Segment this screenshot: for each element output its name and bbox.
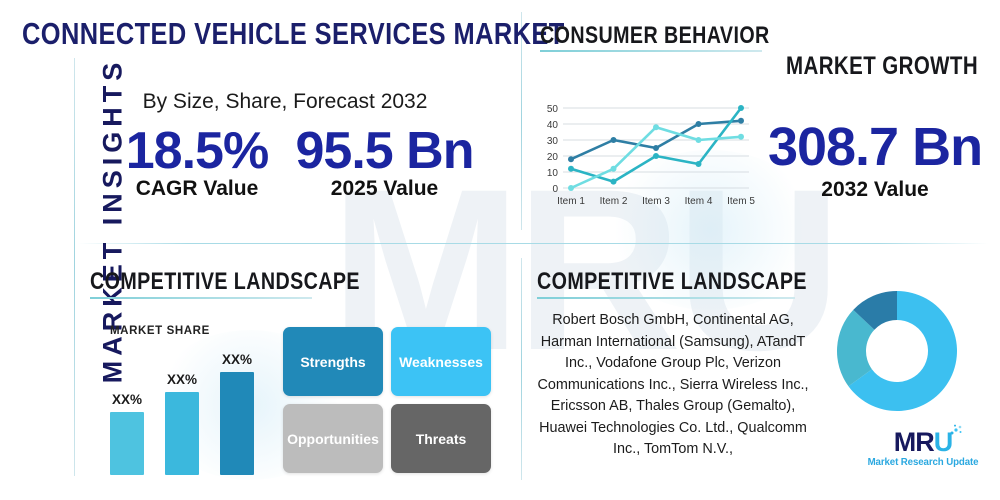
bar-item: XX% <box>165 372 199 475</box>
swot-matrix: Strengths Weaknesses Opportunities Threats <box>283 327 491 473</box>
svg-text:20: 20 <box>547 152 559 163</box>
competitive-left-underline <box>90 297 312 299</box>
svg-text:0: 0 <box>552 184 558 195</box>
kpi-subtitle: By Size, Share, Forecast 2032 <box>142 90 428 113</box>
svg-text:40: 40 <box>547 120 559 131</box>
swot-box-opportunities[interactable]: Opportunities <box>283 404 383 473</box>
svg-text:Item 1: Item 1 <box>557 196 585 207</box>
bar <box>165 392 199 475</box>
company-list: Robert Bosch GmbH, Continental AG, Harma… <box>537 312 809 457</box>
bar <box>220 371 254 475</box>
kpi-cagr-label: CAGR Value <box>135 177 259 200</box>
kpi-2025-label: 2025 Value <box>330 177 439 200</box>
bar-item: XX% <box>110 392 144 475</box>
logo-tagline: Market Research Update <box>867 457 979 468</box>
swot-box-weaknesses[interactable]: Weaknesses <box>391 327 491 396</box>
kpi-cagr-value: 18.5% <box>125 122 269 180</box>
divider-vertical-left <box>74 58 75 476</box>
logo: MRU Market Research Update <box>857 424 989 468</box>
svg-text:Item 5: Item 5 <box>727 196 755 207</box>
market-share-donut-chart <box>832 286 962 416</box>
svg-text:Item 3: Item 3 <box>642 196 670 207</box>
svg-text:Item 2: Item 2 <box>600 196 628 207</box>
svg-text:10: 10 <box>547 168 559 179</box>
logo-mr: MR <box>893 427 935 457</box>
bar-item: XX% <box>220 352 254 475</box>
swot-box-strengths[interactable]: Strengths <box>283 327 383 396</box>
divider-vertical-bottom <box>521 258 522 480</box>
svg-text:50: 50 <box>547 104 559 115</box>
donut-segment <box>837 309 875 387</box>
section-heading-competitive-right: COMPETITIVE LANDSCAPE <box>537 268 807 295</box>
svg-text:30: 30 <box>547 136 559 147</box>
kpi-2032: 308.7 Bn 2032 Value <box>760 118 990 202</box>
bar-value-label: XX% <box>111 392 142 408</box>
swot-box-threats[interactable]: Threats <box>391 404 491 473</box>
kpi-2025: 95.5 Bn 2025 Value <box>277 123 492 201</box>
kpi-cagr: 18.5% CAGR Value <box>92 123 302 201</box>
section-heading-competitive-left: COMPETITIVE LANDSCAPE <box>90 268 360 295</box>
bar <box>110 412 144 475</box>
competitive-right-underline <box>537 297 795 299</box>
bar-value-label: XX% <box>221 351 252 367</box>
divider-vertical-top <box>521 12 522 230</box>
consumer-behavior-line-chart: 0 10 20 30 40 50 Item 1 Item 2 Item 3 Item 4 Item … <box>533 92 758 220</box>
bar-value-label: XX% <box>166 372 197 388</box>
donut-chart-svg <box>837 291 957 411</box>
section-heading-consumer-behavior: CONSUMER BEHAVIOR <box>540 22 770 49</box>
consumer-behavior-underline <box>540 50 762 52</box>
logo-dots-icon <box>950 424 962 435</box>
kpi-2032-label: 2032 Value <box>821 178 929 201</box>
page-title: CONNECTED VEHICLE SERVICES MARKET <box>22 16 565 51</box>
logo-wordmark: MRU <box>857 428 989 456</box>
kpi-2032-value: 308.7 Bn <box>767 117 983 177</box>
line-chart-svg: 0 10 20 30 40 50 Item 1 Item 2 Item 3 Item 4 Item … <box>547 104 755 207</box>
bar-chart-bars: XX% XX% XX% <box>96 352 271 475</box>
market-share-title: MARKET SHARE <box>110 325 210 337</box>
divider-horizontal <box>78 243 988 244</box>
donut-segment <box>853 291 897 330</box>
section-heading-market-growth: MARKET GROWTH <box>786 52 979 80</box>
kpi-2025-value: 95.5 Bn <box>295 122 475 180</box>
donut-segment <box>848 291 957 411</box>
market-share-bar-chart: MARKET SHARE XX% XX% XX% <box>96 325 271 475</box>
svg-text:Item 4: Item 4 <box>685 196 713 207</box>
logo-u: U <box>933 427 953 457</box>
